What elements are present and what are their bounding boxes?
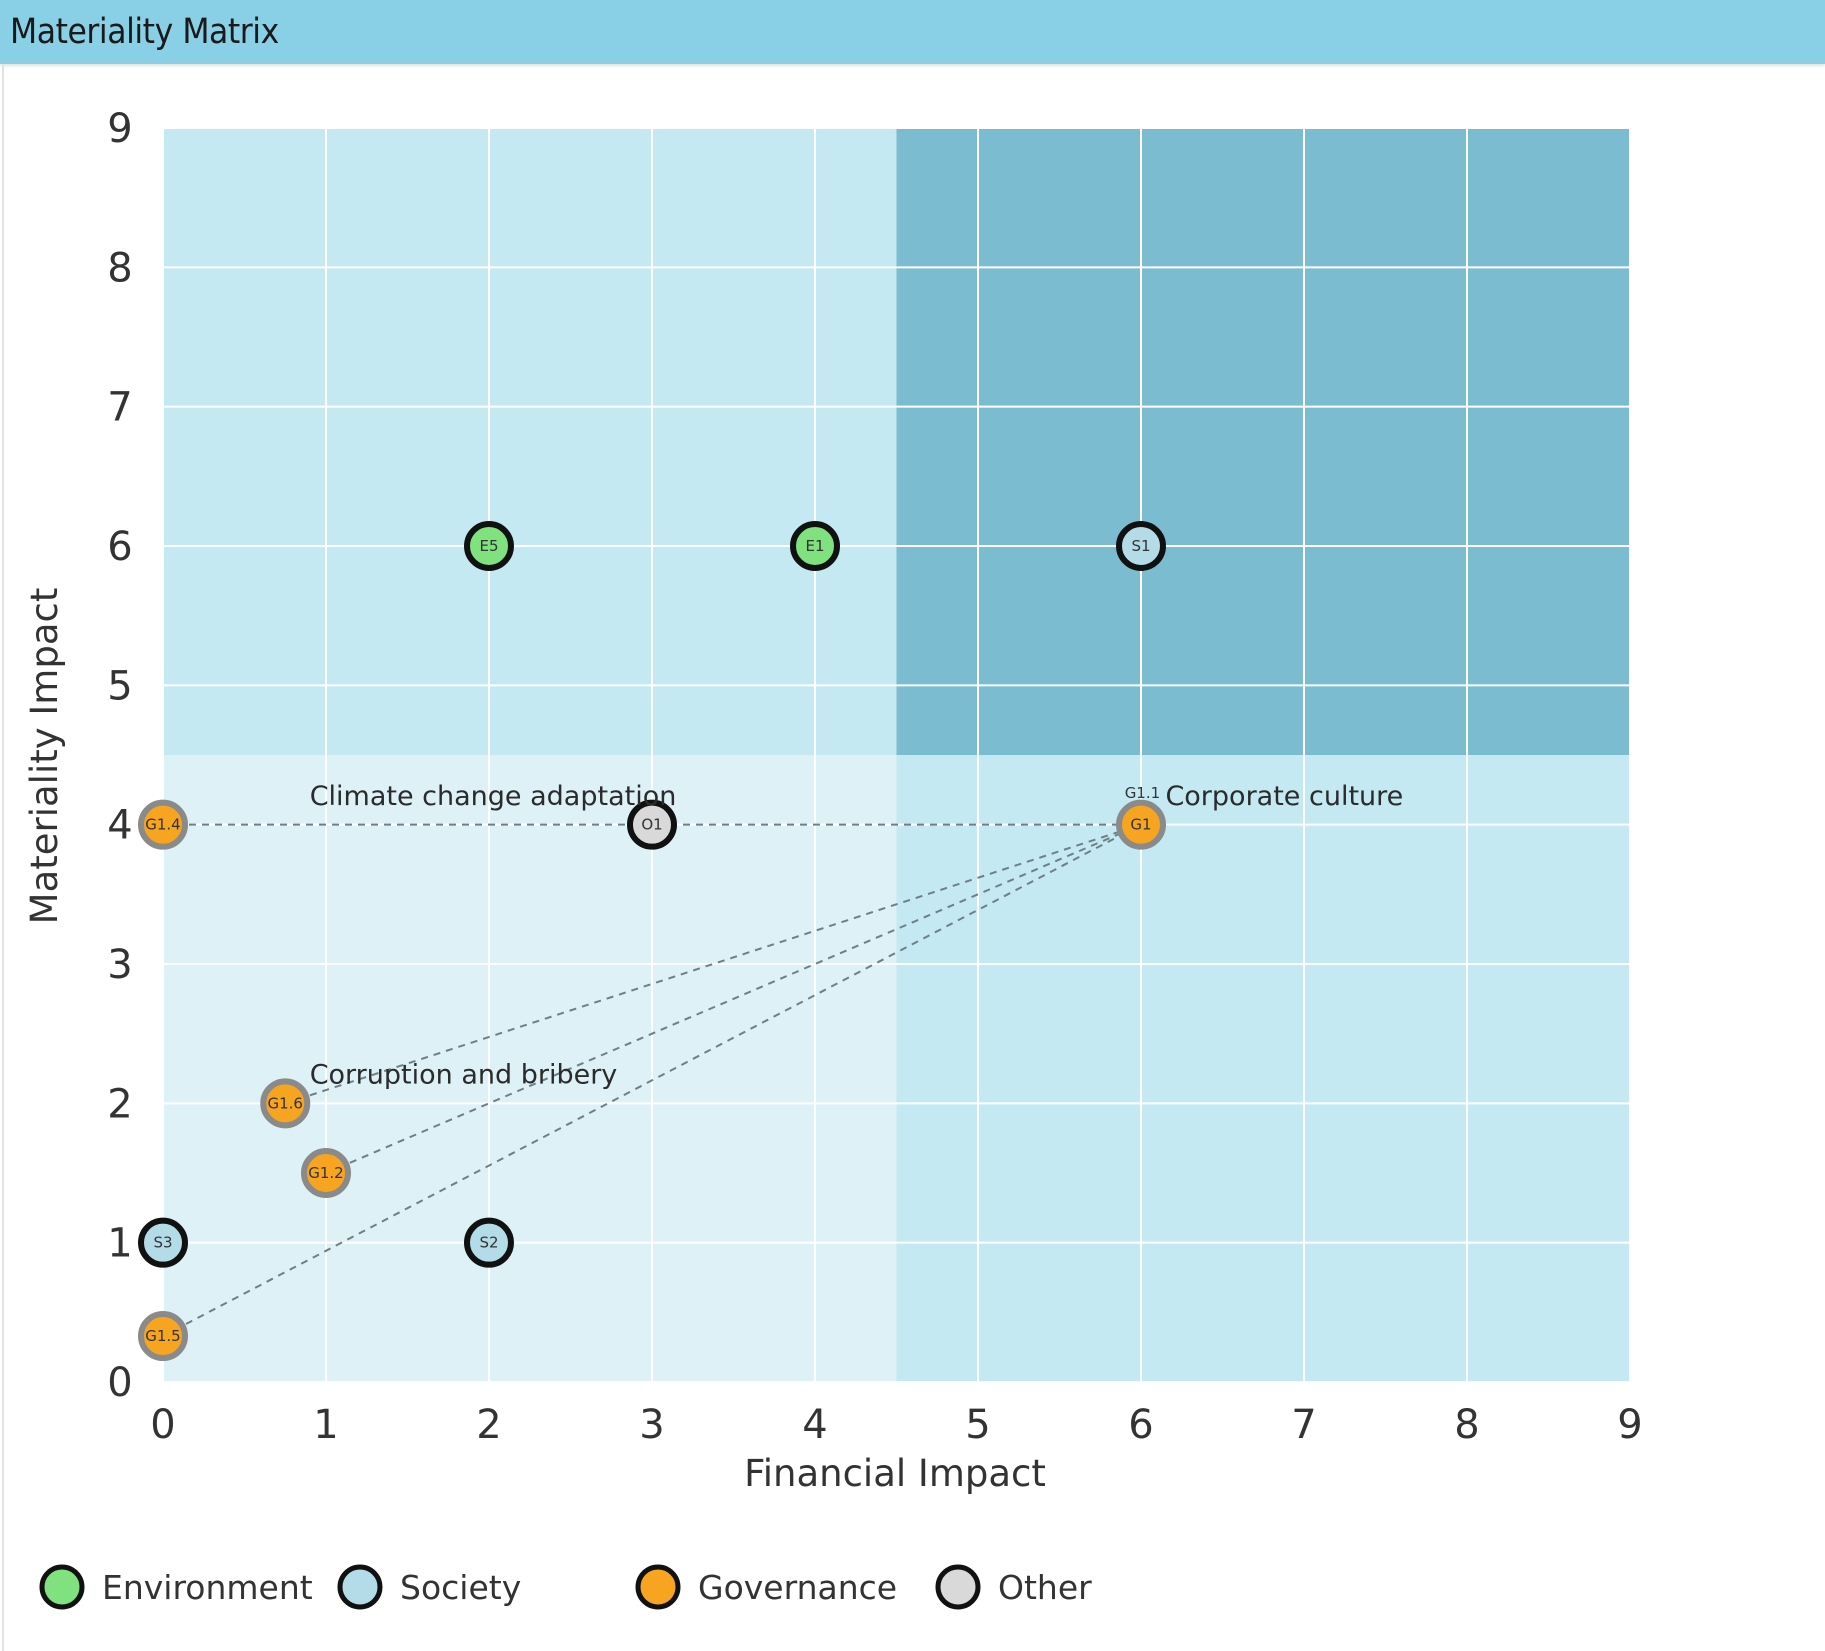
x-tick-label: 8 [1454,1402,1479,1448]
y-tick-label: 8 [107,245,132,291]
legend-item: Governance [635,1564,897,1610]
point-code-label: G1.5 [145,1327,180,1345]
point-marker [627,799,677,850]
point-marker [1116,521,1166,571]
point-code-label: G1.6 [268,1094,303,1112]
point-code-label: E1 [805,537,824,555]
point-marker [464,521,514,571]
legend-label: Other [998,1568,1092,1607]
point-code-label: O1 [641,816,662,834]
data-point: E5 [464,521,514,571]
quadrant-high-financial [896,755,1630,1382]
point-annotation: G1.1 [1125,784,1160,802]
point-code-label: S3 [153,1234,172,1252]
data-point: S1 [1116,521,1166,571]
legend: Environment Society Governance Other [39,1564,1092,1610]
point-code-label: S1 [1131,537,1150,555]
data-point: S3 [138,1217,188,1268]
x-tick-label: 7 [1291,1402,1316,1448]
x-tick-label: 2 [476,1402,501,1448]
legend-item: Environment [39,1564,313,1610]
y-tick-label: 6 [107,524,132,570]
data-point: G1 [1116,799,1166,850]
y-tick-label: 4 [107,803,132,849]
point-marker [260,1078,311,1129]
point-code-label: G1.4 [145,816,180,834]
legend-label: Environment [102,1568,313,1607]
legend-marker [337,1564,383,1610]
link-line [162,823,1142,1337]
point-code-label: G1 [1130,816,1151,834]
x-tick-label: 0 [150,1402,175,1448]
y-tick-label: 3 [107,942,132,988]
point-marker [301,1148,351,1198]
x-tick-label: 1 [313,1402,338,1448]
point-marker [138,1217,188,1268]
point-annotation: Corruption and bribery [310,1059,618,1090]
point-code-label: G1.2 [308,1164,343,1182]
point-marker [464,1217,514,1268]
quadrant-high-materiality [163,128,897,755]
y-tick-label: 9 [107,106,132,152]
legend-label: Society [400,1568,521,1607]
y-tick-label: 5 [107,663,132,709]
panel-header: Materiality Matrix [0,0,1825,64]
x-tick-label: 9 [1617,1402,1642,1448]
data-point: G1.6 [260,1078,311,1129]
y-tick-label: 1 [107,1221,132,1267]
data-point: E1 [790,521,840,571]
data-point: G1.2 [301,1148,351,1198]
panel-title: Materiality Matrix [10,12,279,52]
x-tick-label: 4 [802,1402,827,1448]
legend-marker [39,1564,85,1610]
x-axis-title: Financial Impact [744,1452,1046,1495]
data-point: G1.5 [138,1311,188,1362]
point-marker [790,521,840,571]
point-code-label: S2 [479,1234,498,1252]
x-tick-label: 3 [639,1402,664,1448]
point-annotation: Corporate culture [1165,781,1403,812]
point-annotation: Climate change adaptation [310,781,677,812]
y-tick-label: 7 [107,385,132,431]
data-point: G1.4 [138,799,188,850]
point-marker [138,1311,188,1362]
legend-marker [935,1564,981,1610]
y-tick-label: 2 [107,1081,132,1127]
link-line [325,823,1142,1174]
x-tick-label: 6 [1128,1402,1153,1448]
data-point: O1 [627,799,677,850]
point-marker [138,799,188,850]
legend-marker [635,1564,681,1610]
legend-item: Society [337,1564,521,1610]
point-code-label: E5 [479,537,498,555]
x-tick-label: 5 [965,1402,990,1448]
link-line [284,823,1142,1105]
legend-label: Governance [698,1568,897,1607]
y-axis-title: Materiality Impact [23,588,66,925]
point-marker [1116,799,1166,850]
legend-item: Other [935,1564,1092,1610]
y-tick-label: 0 [107,1360,132,1406]
materiality-matrix-chart: E5 E1 S1 G1.4 O1 G1 G1.6 G1.2 S3 S2 G1.5 Climate c… [23,106,1643,1610]
quadrant-critical [896,128,1630,755]
data-point: S2 [464,1217,514,1268]
panel-left-border [2,64,4,1651]
